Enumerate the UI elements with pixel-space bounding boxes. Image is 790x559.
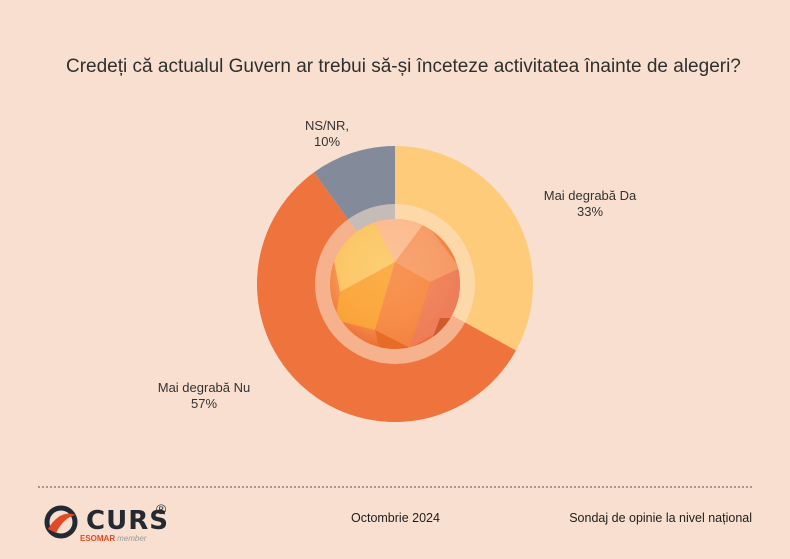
slice-label-3: NS/NR, (305, 118, 349, 133)
slice-value-2: 57% (191, 396, 217, 411)
esomar-member: ESOMAR member (80, 534, 146, 543)
slice-label-1: Mai degrabă Da (544, 188, 637, 203)
footer-divider (38, 486, 752, 488)
chart-title: Credeți că actualul Guvern ar trebui să-… (66, 56, 741, 77)
slice-value-1: 33% (577, 204, 603, 219)
slice-label-2: Mai degrabă Nu (158, 380, 251, 395)
logo-wordmark: CURS (86, 506, 169, 536)
registered-mark: ® (156, 501, 167, 517)
curs-logo: CURS ® ESOMAR member (42, 501, 182, 549)
survey-source: Sondaj de opinie la nivel național (569, 511, 752, 525)
curs-logo-icon (44, 505, 78, 539)
esomar-text: ESOMAR (80, 534, 116, 543)
survey-date: Octombrie 2024 (351, 511, 440, 525)
slice-value-3: 10% (314, 134, 340, 149)
member-text: member (117, 534, 147, 543)
